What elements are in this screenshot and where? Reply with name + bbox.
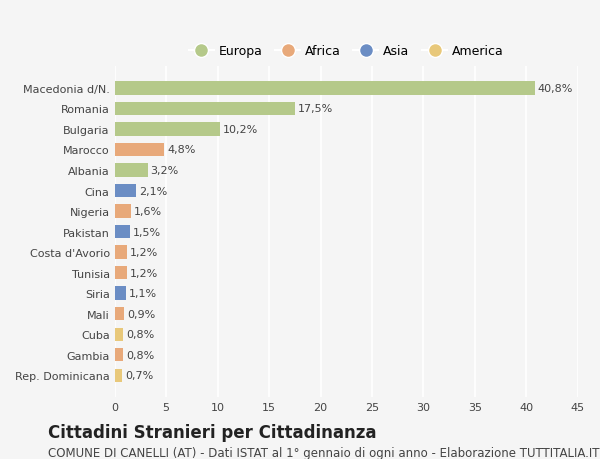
Bar (115, 328, 123, 341)
Bar (115, 82, 535, 95)
Bar (115, 348, 123, 362)
Text: 3,2%: 3,2% (151, 166, 179, 176)
Bar (115, 246, 127, 259)
Bar (115, 205, 131, 218)
Legend: Europa, Africa, Asia, America: Europa, Africa, Asia, America (184, 40, 509, 63)
Text: Cittadini Stranieri per Cittadinanza: Cittadini Stranieri per Cittadinanza (48, 423, 377, 441)
Text: 0,8%: 0,8% (126, 350, 154, 360)
Text: 1,2%: 1,2% (130, 247, 158, 257)
Bar (115, 164, 148, 177)
Bar (115, 123, 220, 136)
Bar (115, 369, 122, 382)
Text: 0,9%: 0,9% (127, 309, 155, 319)
Bar (115, 185, 136, 198)
Text: 1,6%: 1,6% (134, 207, 162, 217)
Bar (115, 144, 164, 157)
Bar (115, 308, 124, 321)
Text: 10,2%: 10,2% (223, 125, 258, 134)
Text: 2,1%: 2,1% (139, 186, 167, 196)
Bar (115, 102, 295, 116)
Text: 0,7%: 0,7% (125, 370, 153, 381)
Text: 0,8%: 0,8% (126, 330, 154, 340)
Text: 1,2%: 1,2% (130, 268, 158, 278)
Text: COMUNE DI CANELLI (AT) - Dati ISTAT al 1° gennaio di ogni anno - Elaborazione TU: COMUNE DI CANELLI (AT) - Dati ISTAT al 1… (48, 446, 599, 459)
Bar (115, 287, 126, 300)
Bar (115, 266, 127, 280)
Text: 40,8%: 40,8% (538, 84, 573, 94)
Bar (115, 225, 130, 239)
Text: 1,1%: 1,1% (129, 289, 157, 298)
Text: 17,5%: 17,5% (298, 104, 333, 114)
Text: 1,5%: 1,5% (133, 227, 161, 237)
Text: 4,8%: 4,8% (167, 145, 196, 155)
